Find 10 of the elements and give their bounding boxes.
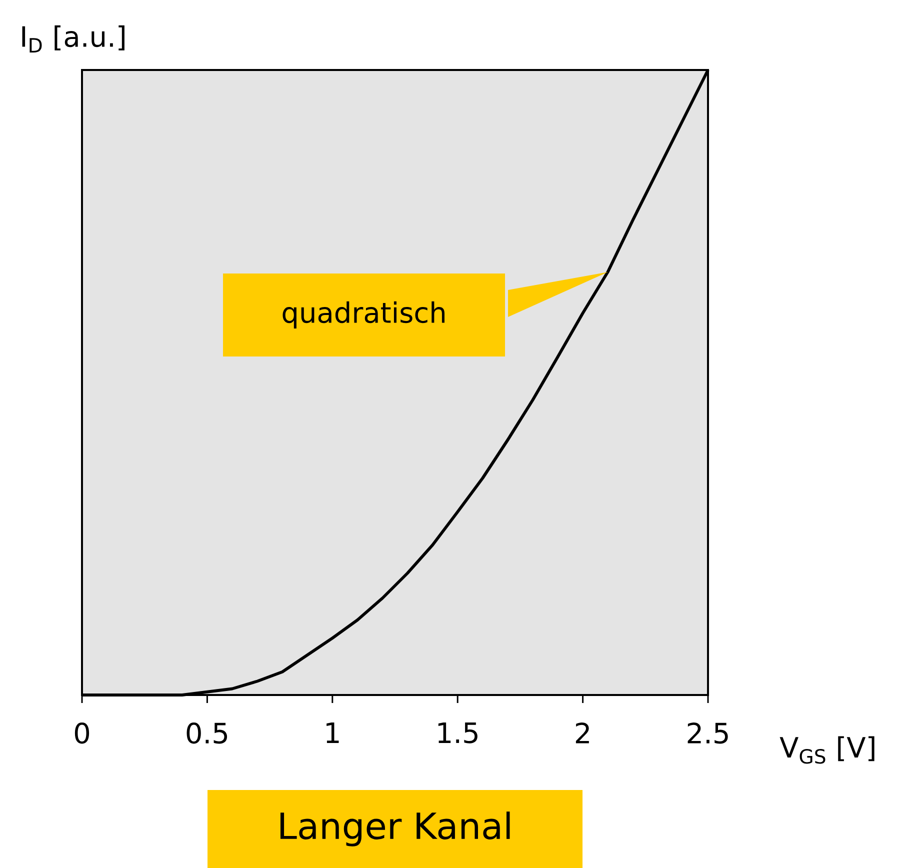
y-axis-title: I$_{D}$ [a.u.] [22, 25, 124, 52]
x-tick-label: 2 [576, 722, 589, 744]
text: Langer Kanal [280, 812, 510, 846]
x-axis-title: V$_{GS}$ [V] [780, 736, 874, 764]
x-tick-label: 0 [74, 722, 90, 744]
annotation: quadratisch [282, 301, 444, 329]
x-tick-label: 1 [326, 722, 339, 743]
x-tick-label: 1.5 [438, 722, 478, 744]
x-tick-label: 2.5 [688, 722, 728, 744]
x-tick-label: 0.5 [186, 722, 228, 744]
